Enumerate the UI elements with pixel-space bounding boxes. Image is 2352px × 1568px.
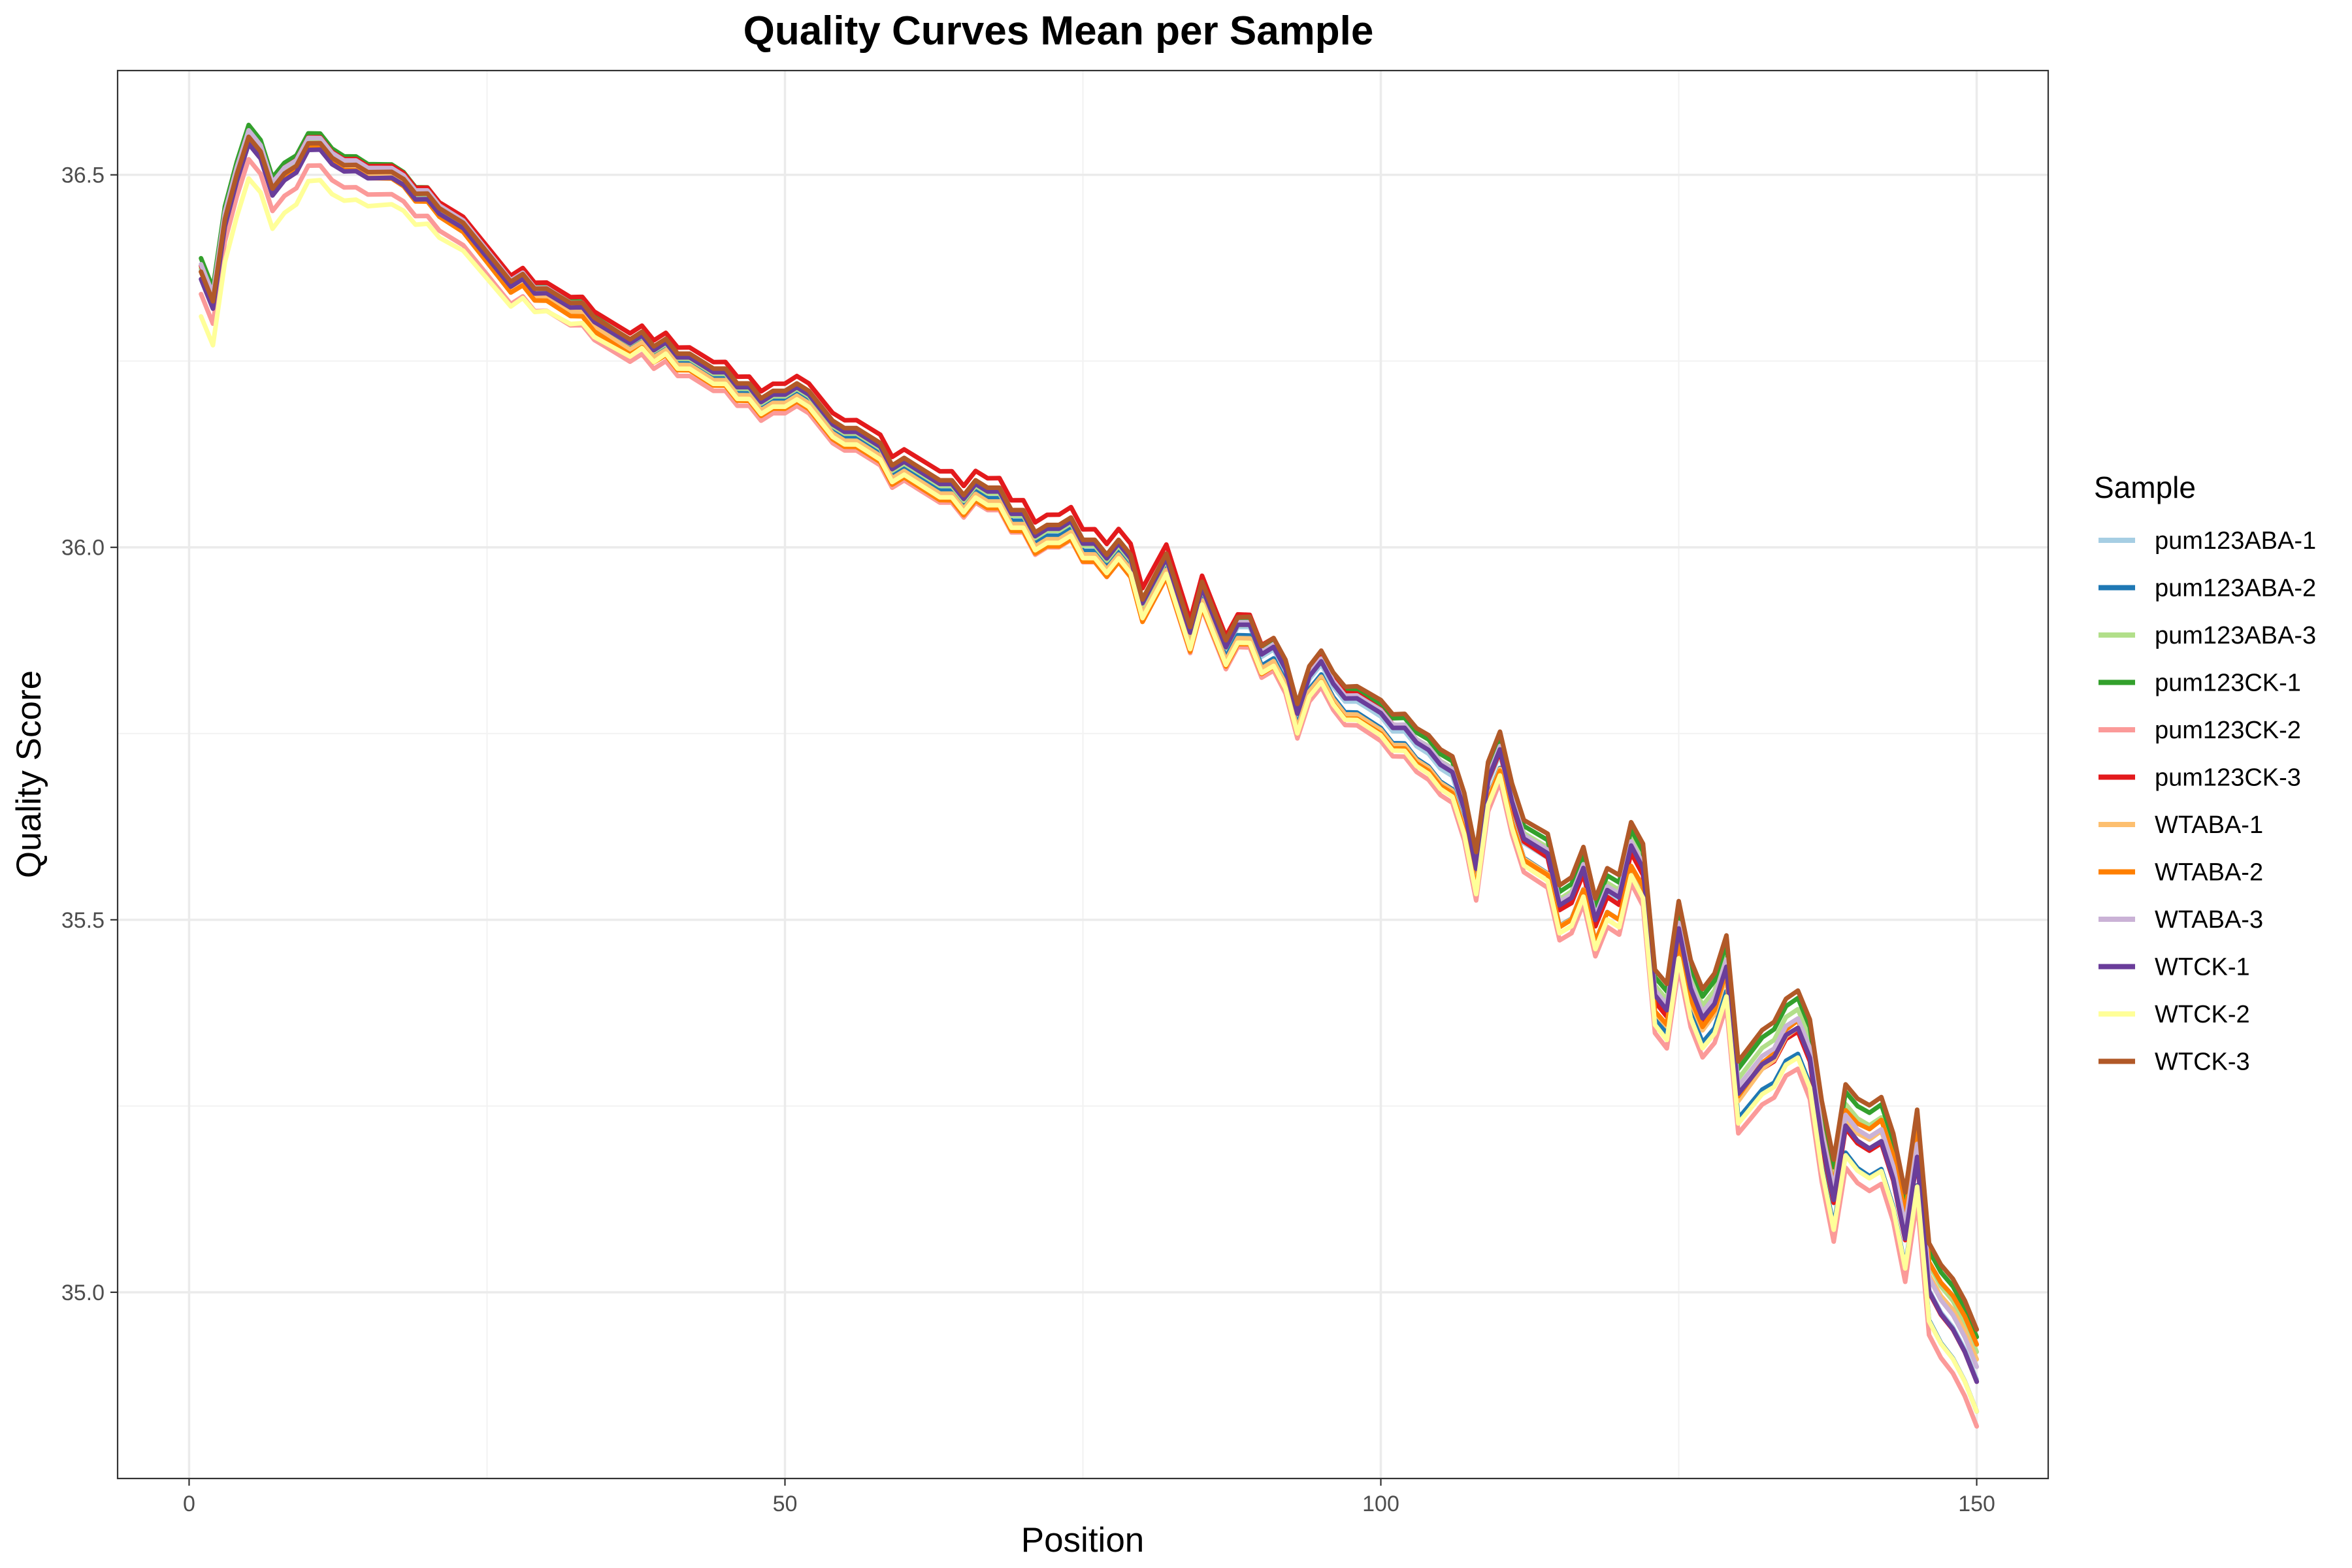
y-tick-label: 35.0 xyxy=(61,1281,105,1305)
legend-label-WTABA-2: WTABA-2 xyxy=(2155,859,2263,887)
panel-border xyxy=(116,69,2050,1480)
series-line-WTABA-2 xyxy=(199,136,1980,1347)
series-lines xyxy=(199,122,1980,1429)
x-tick-label: 50 xyxy=(773,1492,798,1516)
x-tick-label: 0 xyxy=(183,1492,195,1516)
legend-label-WTCK-2: WTCK-2 xyxy=(2155,1001,2250,1028)
y-tick-label: 36.0 xyxy=(61,536,105,561)
legend-label-pum123ABA-2: pum123ABA-2 xyxy=(2155,575,2316,602)
x-axis: 0 50 100 150 xyxy=(183,1478,1995,1516)
series-line-WTCK-1 xyxy=(199,141,1980,1384)
x-tick-label: 150 xyxy=(1958,1492,1995,1516)
legend-title: Sample xyxy=(2094,470,2196,504)
plot-panel xyxy=(116,69,2050,1480)
legend-items: pum123ABA-1 pum123ABA-2 pum123ABA-3 pum123C… xyxy=(2099,527,2316,1076)
series-line-WTCK-2 xyxy=(199,176,1980,1414)
legend-label-WTABA-1: WTABA-1 xyxy=(2155,811,2263,839)
chart-title: Quality Curves Mean per Sample xyxy=(743,8,1374,54)
legend-label-pum123CK-1: pum123CK-1 xyxy=(2155,670,2301,697)
legend: Sample pum123ABA-1 pum123ABA-2 pum123ABA-3… xyxy=(2094,470,2316,1076)
y-tick-label: 36.5 xyxy=(61,163,105,188)
legend-label-pum123ABA-1: pum123ABA-1 xyxy=(2155,527,2316,555)
legend-label-WTCK-3: WTCK-3 xyxy=(2155,1049,2250,1076)
y-tick-label: 35.5 xyxy=(61,908,105,933)
legend-label-pum123CK-3: pum123CK-3 xyxy=(2155,764,2301,792)
grid-lines xyxy=(118,71,2048,1479)
y-axis: 35.0 35.5 36.0 36.5 xyxy=(61,163,118,1305)
legend-label-pum123ABA-3: pum123ABA-3 xyxy=(2155,622,2316,649)
series-line-WTCK-3 xyxy=(199,134,1980,1332)
x-tick-label: 100 xyxy=(1362,1492,1399,1516)
x-axis-title: Position xyxy=(1021,1521,1145,1560)
y-axis-title: Quality Score xyxy=(10,670,48,878)
legend-label-WTABA-3: WTABA-3 xyxy=(2155,906,2263,934)
legend-label-pum123CK-2: pum123CK-2 xyxy=(2155,717,2301,744)
legend-label-WTCK-1: WTCK-1 xyxy=(2155,954,2250,981)
